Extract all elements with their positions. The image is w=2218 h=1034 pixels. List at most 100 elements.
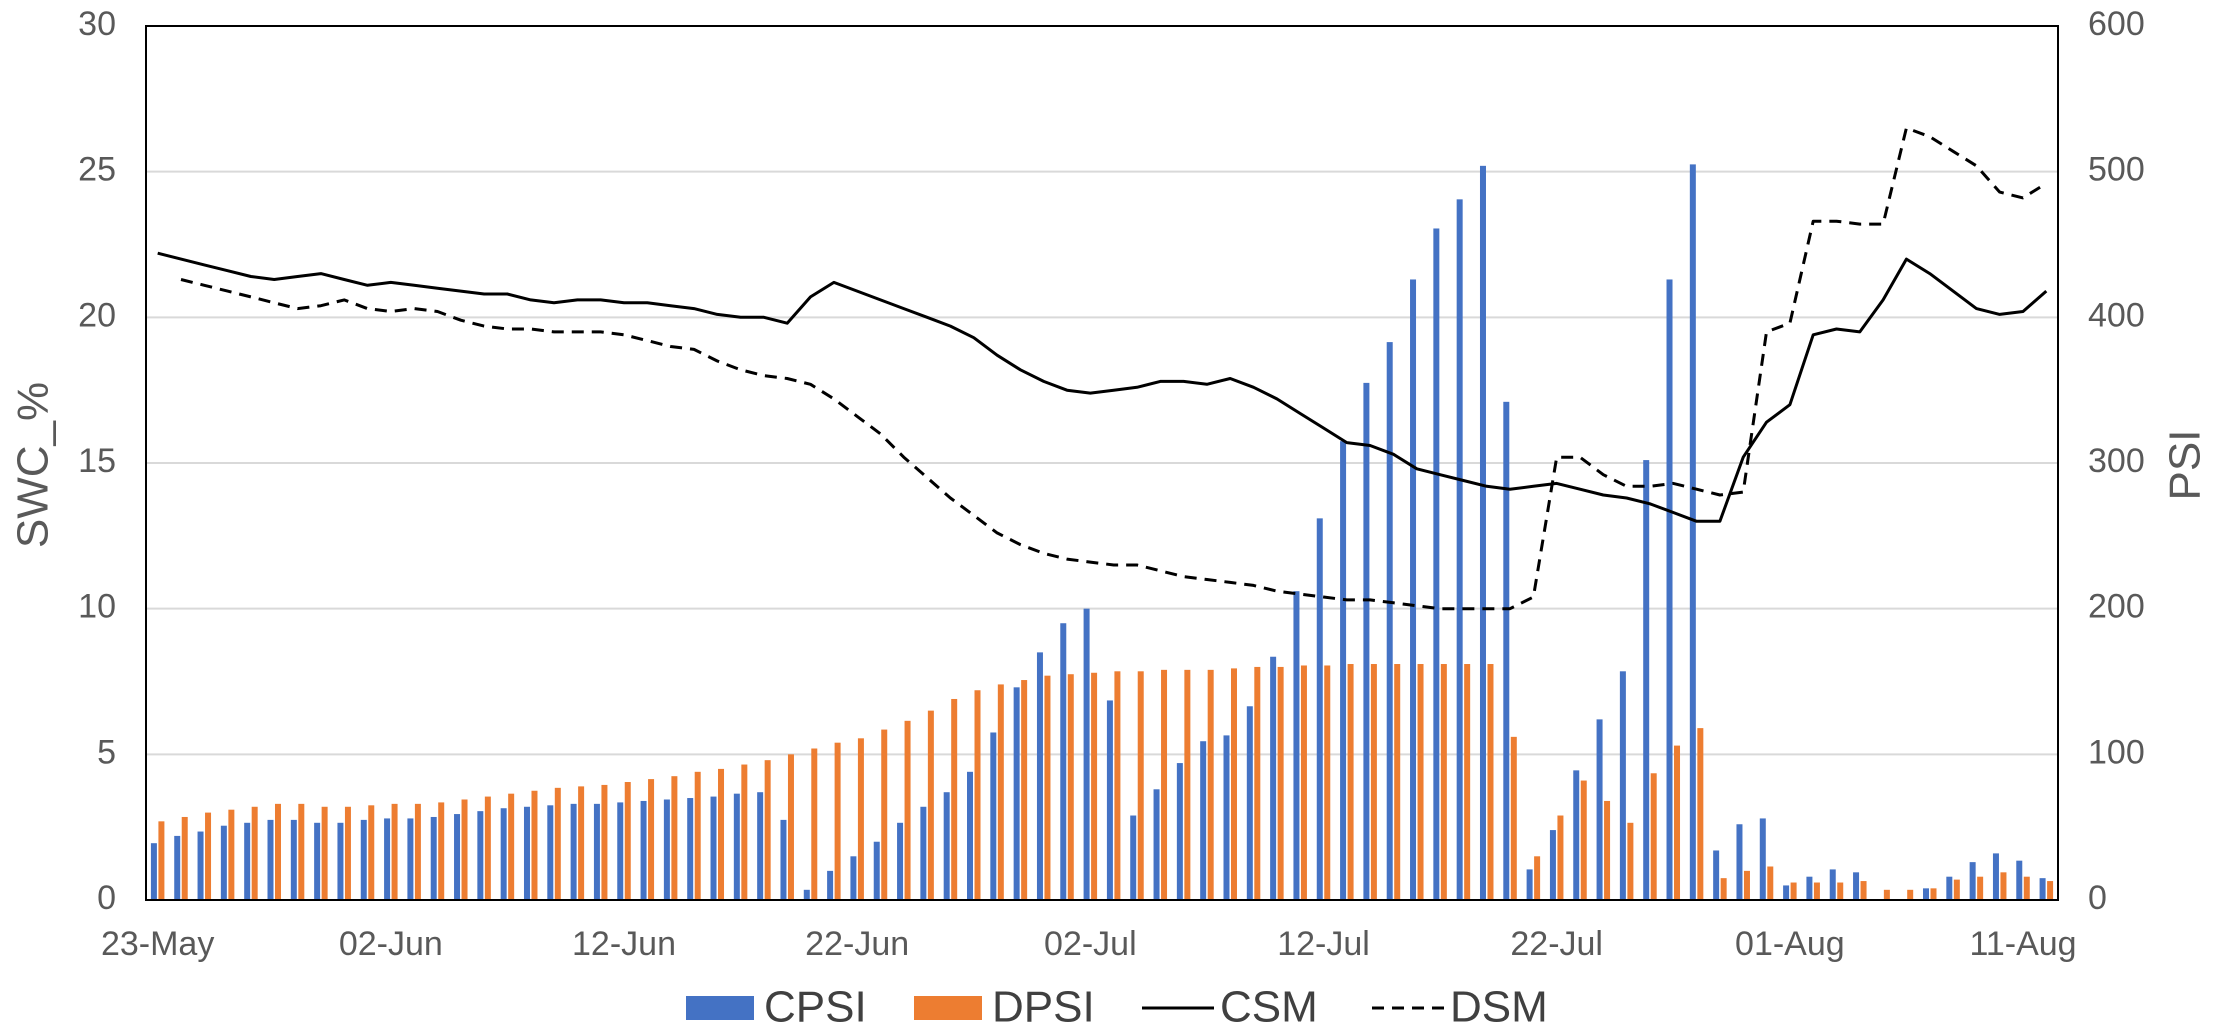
x-tick-label: 01-Aug [1735, 925, 1845, 963]
bar [787, 754, 794, 900]
legend-swatch [914, 996, 982, 1020]
bar [1557, 815, 1564, 900]
bar [1246, 706, 1253, 900]
bar [251, 806, 258, 900]
bar [694, 771, 701, 900]
bar [1433, 228, 1440, 900]
bar [1417, 664, 1424, 900]
bar [1580, 780, 1587, 900]
bar [927, 710, 934, 900]
bar [593, 803, 600, 900]
bar [1526, 869, 1533, 900]
bar [1114, 671, 1121, 900]
bar [267, 819, 274, 900]
bar [1176, 763, 1183, 900]
bar [1604, 800, 1611, 900]
bar [1992, 853, 1999, 900]
y-tick-label: 20 [78, 296, 116, 334]
bar [1806, 876, 1813, 900]
bar [1207, 669, 1214, 900]
bar [1619, 671, 1626, 900]
bar [344, 806, 351, 900]
x-tick-label: 23-May [101, 925, 214, 963]
bar [663, 799, 670, 900]
bar [1923, 888, 1930, 900]
bar [547, 805, 554, 900]
bar [1907, 889, 1914, 900]
bar [2023, 876, 2030, 900]
bar [2000, 872, 2007, 900]
bar [1643, 460, 1650, 900]
y-tick-label: 5 [97, 733, 116, 771]
bar [1930, 888, 1937, 900]
bar [764, 760, 771, 900]
bar [617, 802, 624, 900]
bar [314, 822, 321, 900]
bar [174, 835, 181, 900]
y2-tick-label: 500 [2088, 151, 2145, 189]
bar [873, 841, 880, 900]
bar [1736, 824, 1743, 900]
bar [1549, 830, 1556, 900]
bar [2016, 860, 2023, 900]
plot-frame [145, 25, 2059, 901]
bar [1060, 623, 1067, 900]
bar [1363, 382, 1370, 901]
bar [360, 819, 367, 900]
legend-label: DPSI [992, 983, 1095, 1032]
bar [1953, 879, 1960, 900]
bar [228, 809, 235, 900]
line-dsm [180, 126, 2048, 611]
bar [967, 771, 974, 900]
legend-label: DSM [1450, 983, 1548, 1032]
y-tick-label: 15 [78, 442, 116, 480]
bar [298, 803, 305, 900]
bar [1767, 866, 1774, 900]
x-tick-label: 22-Jul [1510, 925, 1603, 963]
bar [1091, 672, 1098, 900]
bar [391, 803, 398, 900]
bar [803, 889, 810, 900]
bar [1479, 165, 1486, 901]
y2-tick-label: 600 [2088, 5, 2145, 43]
bar [1044, 675, 1051, 900]
bar [1697, 728, 1704, 900]
bar [1394, 664, 1401, 900]
bar [2047, 881, 2054, 900]
bar [1130, 815, 1137, 900]
bar [881, 729, 888, 900]
x-tick-label: 22-Jun [805, 925, 909, 963]
y2-tick-label: 0 [2088, 879, 2107, 917]
y-tick-label: 25 [78, 151, 116, 189]
bar [834, 742, 841, 900]
bar [1534, 856, 1541, 900]
bar [1813, 882, 1820, 900]
legend-label: CSM [1220, 983, 1318, 1032]
bar [733, 793, 740, 900]
bar [1627, 822, 1634, 900]
bar [1370, 664, 1377, 900]
bar [407, 818, 414, 900]
legend-label: CPSI [764, 983, 867, 1032]
bar [461, 799, 468, 900]
bar [990, 732, 997, 900]
bar [780, 819, 787, 900]
bar [1790, 882, 1797, 900]
x-tick-label: 02-Jun [339, 925, 443, 963]
bar [1184, 669, 1191, 900]
bar [757, 792, 764, 900]
bar [1300, 665, 1307, 900]
bar [1270, 656, 1277, 900]
bar [624, 782, 631, 900]
bar [1340, 441, 1347, 900]
bar [1713, 850, 1720, 900]
legend-swatch [686, 996, 754, 1020]
bar [1464, 664, 1471, 900]
bar [1596, 719, 1603, 900]
bar [523, 806, 530, 900]
bar [1021, 680, 1028, 900]
bar [827, 870, 834, 900]
line-csm [157, 251, 2048, 523]
bar [554, 787, 561, 900]
